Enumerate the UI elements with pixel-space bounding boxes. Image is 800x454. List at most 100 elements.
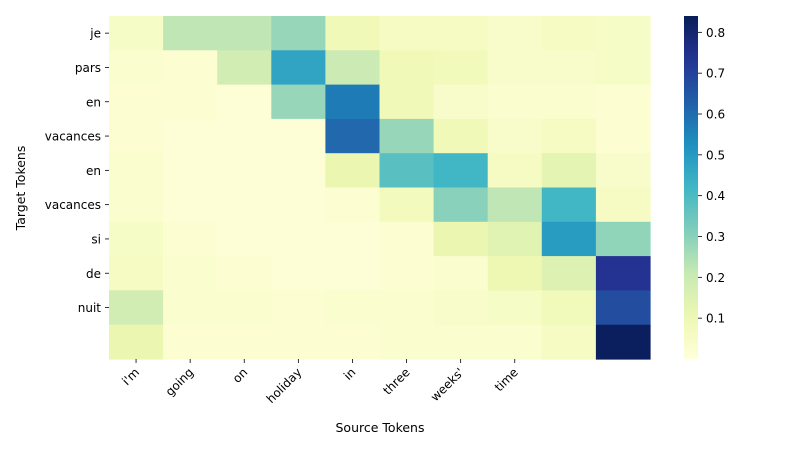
heatmap-cell xyxy=(379,50,435,86)
heatmap-cell xyxy=(487,84,543,120)
heatmap-cell xyxy=(217,221,272,257)
heatmap-cell xyxy=(163,50,218,86)
colorbar-tick-label: 0.6 xyxy=(706,108,725,122)
heatmap-cell xyxy=(379,290,435,326)
heatmap-cell xyxy=(109,324,164,360)
heatmap-cell xyxy=(271,221,326,257)
heatmap-cell xyxy=(109,256,164,291)
colorbar-gradient xyxy=(684,16,698,359)
heatmap-cell xyxy=(487,256,543,291)
heatmap-cell xyxy=(163,187,218,223)
heatmap-cell xyxy=(109,153,164,189)
heatmap-cell xyxy=(163,256,218,291)
heatmap-cell xyxy=(487,187,543,223)
heatmap-cell xyxy=(595,324,651,360)
heatmap-cell xyxy=(271,118,326,154)
heatmap-cell xyxy=(433,16,489,51)
heatmap-cell xyxy=(487,324,543,360)
colorbar-tick-label: 0.4 xyxy=(706,189,725,203)
heatmap-cell xyxy=(433,84,489,120)
y-tick-label: en xyxy=(86,164,101,178)
heatmap-cell xyxy=(379,221,435,257)
heatmap-cell xyxy=(595,118,651,154)
y-axis-label: Target Tokens xyxy=(13,146,28,232)
heatmap-cell xyxy=(541,324,597,360)
y-tick-label: pars xyxy=(75,61,101,75)
heatmap-cell xyxy=(325,16,381,51)
heatmap-cell xyxy=(433,153,489,189)
heatmap-cell xyxy=(217,50,272,86)
heatmap-cell xyxy=(163,16,218,51)
heatmap-cell xyxy=(217,187,272,223)
heatmap-cell xyxy=(433,290,489,326)
heatmap-cell xyxy=(217,324,272,360)
y-tick-label: si xyxy=(91,232,101,246)
x-tick-label: three xyxy=(380,365,412,397)
heatmap-cell xyxy=(595,290,651,326)
heatmap-cell xyxy=(595,256,651,291)
heatmap-cell xyxy=(271,50,326,86)
heatmap-cell xyxy=(541,50,597,86)
heatmap-cell xyxy=(325,50,381,86)
heatmap-cell xyxy=(163,324,218,360)
heatmap-cell xyxy=(271,84,326,120)
heatmap-cell xyxy=(595,187,651,223)
heatmap-cell xyxy=(325,84,381,120)
heatmap-cell xyxy=(163,118,218,154)
colorbar-tick-label: 0.8 xyxy=(706,26,725,40)
y-tick-label: vacances xyxy=(45,130,101,144)
heatmap-cell xyxy=(541,187,597,223)
x-tick-label: in xyxy=(341,365,359,383)
heatmap-cell xyxy=(487,50,543,86)
heatmap-cells xyxy=(109,16,651,360)
heatmap-cell xyxy=(487,221,543,257)
heatmap-cell xyxy=(109,221,164,257)
heatmap-cell xyxy=(433,324,489,360)
heatmap-cell xyxy=(541,153,597,189)
heatmap-cell xyxy=(433,118,489,154)
heatmap-cell xyxy=(109,290,164,326)
y-tick-label: nuit xyxy=(78,301,102,315)
heatmap-cell xyxy=(595,50,651,86)
y-tick-label: en xyxy=(86,95,101,109)
heatmap-cell xyxy=(271,16,326,51)
heatmap-cell xyxy=(163,290,218,326)
heatmap-cell xyxy=(541,290,597,326)
heatmap-cell xyxy=(163,84,218,120)
heatmap-cell xyxy=(595,221,651,257)
x-tick-label: holiday xyxy=(264,365,305,406)
heatmap-cell xyxy=(163,221,218,257)
colorbar-tick-label: 0.5 xyxy=(706,148,725,162)
colorbar: 0.1 0.2 0.3 0.4 0.5 0.6 0.7 0.8 xyxy=(684,16,725,359)
x-axis-label: Source Tokens xyxy=(336,420,425,435)
heatmap-cell xyxy=(271,256,326,291)
heatmap-cell xyxy=(541,221,597,257)
heatmap-cell xyxy=(379,187,435,223)
y-axis-ticks: je pars en vacances en vacances si de nuit xyxy=(45,27,109,315)
heatmap-cell xyxy=(325,324,381,360)
heatmap-cell xyxy=(325,290,381,326)
y-tick-label: de xyxy=(86,267,101,281)
heatmap-cell xyxy=(487,118,543,154)
heatmap-cell xyxy=(163,153,218,189)
heatmap-cell xyxy=(217,153,272,189)
heatmap-cell xyxy=(433,256,489,291)
colorbar-tick-label: 0.2 xyxy=(706,271,725,285)
colorbar-tick-label: 0.1 xyxy=(706,312,725,326)
heatmap-cell xyxy=(541,84,597,120)
heatmap-cell xyxy=(271,324,326,360)
colorbar-ticks: 0.1 0.2 0.3 0.4 0.5 0.6 0.7 0.8 xyxy=(698,26,725,326)
y-tick-label: je xyxy=(89,27,101,41)
heatmap-cell xyxy=(379,16,435,51)
heatmap-cell xyxy=(433,221,489,257)
heatmap-cell xyxy=(379,84,435,120)
heatmap-cell xyxy=(541,16,597,51)
x-tick-label: i'm xyxy=(119,365,142,388)
heatmap-cell xyxy=(271,187,326,223)
y-tick-label: vacances xyxy=(45,198,101,212)
x-axis-ticks: i'm going on holiday in three weeks' time xyxy=(119,359,521,406)
heatmap-cell xyxy=(433,187,489,223)
heatmap-cell xyxy=(595,16,651,51)
heatmap-cell xyxy=(217,256,272,291)
